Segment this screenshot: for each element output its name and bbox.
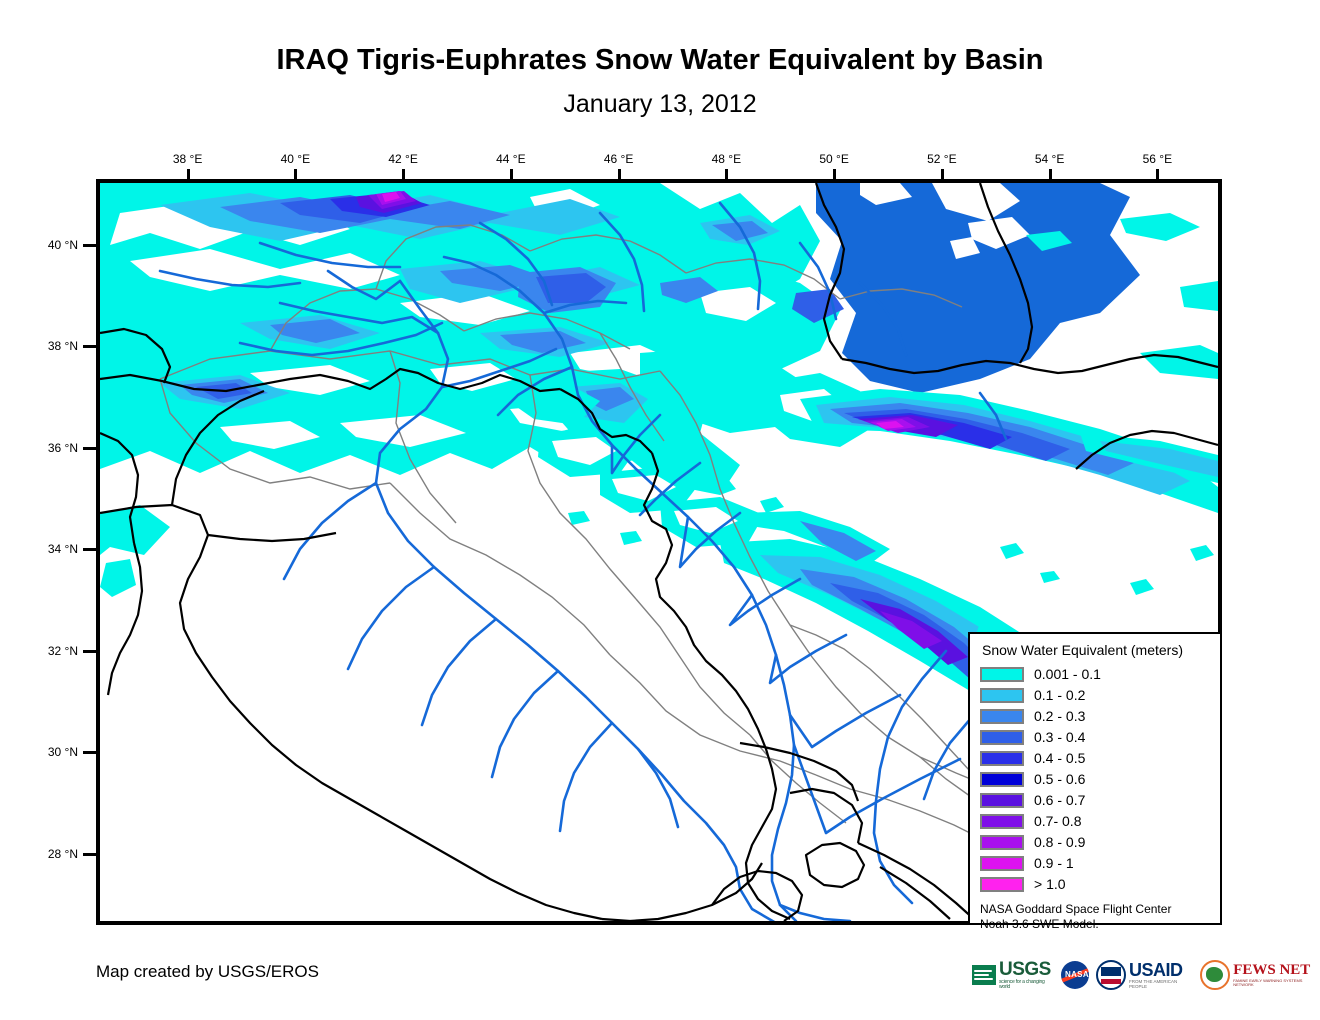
- longitude-tick: [725, 169, 729, 183]
- legend-label: 0.4 - 0.5: [1034, 750, 1086, 766]
- nasa-logo[interactable]: NASA: [1061, 958, 1090, 992]
- legend-label: 0.3 - 0.4: [1034, 729, 1086, 745]
- latitude-tick: [83, 548, 97, 552]
- legend-label: 0.7- 0.8: [1034, 813, 1082, 829]
- longitude-tick: [294, 169, 298, 183]
- longitude-tick: [617, 169, 621, 183]
- longitude-label: 46 °E: [603, 152, 634, 166]
- legend-row: 0.4 - 0.5: [980, 748, 1210, 768]
- usaid-logo[interactable]: USAID FROM THE AMERICAN PEOPLE: [1096, 958, 1193, 992]
- legend-swatch: [980, 855, 1024, 871]
- usaid-seal-icon: [1096, 960, 1127, 990]
- legend-panel[interactable]: Snow Water Equivalent (meters) 0.001 - 0…: [968, 632, 1222, 931]
- fews-tagline: FAMINE EARLY WARNING SYSTEMS NETWORK: [1233, 978, 1303, 987]
- legend-label: > 1.0: [1034, 876, 1066, 892]
- legend-label: 0.2 - 0.3: [1034, 708, 1086, 724]
- usgs-wordmark: USGS: [999, 959, 1051, 980]
- legend-label: 0.8 - 0.9: [1034, 834, 1086, 850]
- legend-rows: 0.001 - 0.1 0.1 - 0.2 0.2 - 0.3 0.3 - 0.4 0.…: [980, 664, 1210, 894]
- legend-row: 0.3 - 0.4: [980, 727, 1210, 747]
- latitude-label: 38 °N: [47, 339, 78, 354]
- fews-globe-icon: [1200, 960, 1231, 990]
- legend-swatch: [980, 687, 1024, 703]
- longitude-tick: [940, 169, 944, 183]
- legend-label: 0.6 - 0.7: [1034, 792, 1086, 808]
- longitude-tick: [186, 169, 190, 183]
- fews-net-logo[interactable]: FEWS NET FAMINE EARLY WARNING SYSTEMS NE…: [1200, 958, 1320, 992]
- legend-swatch: [980, 876, 1024, 892]
- legend-source-line1: NASA Goddard Space Flight Center: [980, 902, 1172, 916]
- legend-label: 0.5 - 0.6: [1034, 771, 1086, 787]
- nasa-meatball-icon: NASA: [1061, 961, 1090, 989]
- latitude-label: 40 °N: [47, 237, 78, 252]
- legend-swatch: [980, 813, 1024, 829]
- longitude-label: 50 °E: [819, 152, 849, 166]
- country-border-layer: [100, 183, 1218, 921]
- latitude-tick: [83, 852, 97, 856]
- legend-row: 0.2 - 0.3: [980, 706, 1210, 726]
- legend-label: 0.9 - 1: [1034, 855, 1074, 871]
- page-title: IRAQ Tigris-Euphrates Snow Water Equival…: [276, 44, 1044, 76]
- legend-title: Snow Water Equivalent (meters): [982, 642, 1183, 658]
- longitude-label: 52 °E: [927, 152, 957, 166]
- usaid-tagline: FROM THE AMERICAN PEOPLE: [1129, 979, 1178, 989]
- legend-row: > 1.0: [980, 874, 1210, 894]
- longitude-label: 56 °E: [1142, 152, 1173, 166]
- longitude-tick: [509, 169, 513, 183]
- usgs-mark-icon: [972, 965, 996, 985]
- legend-row: 0.7- 0.8: [980, 811, 1210, 831]
- usgs-tagline: science for a changing world: [999, 979, 1045, 990]
- latitude-label: 34 °N: [47, 542, 78, 557]
- legend-swatch: [980, 708, 1024, 724]
- page-subtitle: January 13, 2012: [563, 90, 757, 118]
- fews-wordmark: FEWS NET: [1233, 962, 1311, 978]
- latitude-label: 28 °N: [47, 846, 78, 861]
- latitude-tick: [83, 345, 97, 349]
- latitude-tick: [83, 243, 97, 247]
- longitude-label: 54 °E: [1034, 152, 1065, 166]
- usgs-logo[interactable]: USGS science for a changing world: [972, 958, 1054, 992]
- legend-row: 0.8 - 0.9: [980, 832, 1210, 852]
- legend-row: 0.1 - 0.2: [980, 685, 1210, 705]
- latitude-tick: [83, 649, 97, 653]
- longitude-label: 48 °E: [711, 152, 742, 166]
- longitude-label: 38 °E: [172, 152, 203, 166]
- legend-swatch: [980, 666, 1024, 682]
- logo-bar: USGS science for a changing world NASA U…: [972, 957, 1320, 993]
- latitude-label: 36 °N: [47, 440, 78, 455]
- longitude-label: 44 °E: [496, 152, 526, 166]
- map-credit: Map created by USGS/EROS: [96, 962, 319, 981]
- legend-label: 0.001 - 0.1: [1034, 666, 1101, 682]
- nasa-wordmark: NASA: [1065, 970, 1089, 979]
- legend-source-line2: Noah 3.6 SWE Model.: [980, 917, 1099, 931]
- usaid-wordmark: USAID: [1129, 960, 1183, 980]
- legend-swatch: [980, 750, 1024, 766]
- longitude-tick: [1048, 169, 1052, 183]
- legend-swatch: [980, 729, 1024, 745]
- legend-row: 0.5 - 0.6: [980, 769, 1210, 789]
- river-layer: [158, 201, 1008, 921]
- latitude-tick: [83, 446, 97, 450]
- legend-label: 0.1 - 0.2: [1034, 687, 1086, 703]
- longitude-label: 40 °E: [280, 152, 311, 166]
- legend-swatch: [980, 792, 1024, 808]
- legend-row: 0.9 - 1: [980, 853, 1210, 873]
- latitude-label: 30 °N: [47, 745, 78, 760]
- legend-swatch: [980, 834, 1024, 850]
- legend-swatch: [980, 771, 1024, 787]
- legend-row: 0.6 - 0.7: [980, 790, 1210, 810]
- legend-source: NASA Goddard Space Flight Center Noah 3.…: [980, 902, 1210, 932]
- latitude-tick: [83, 751, 97, 755]
- latitude-label: 32 °N: [47, 643, 78, 658]
- longitude-tick: [1156, 169, 1160, 183]
- longitude-label: 42 °E: [388, 152, 418, 166]
- longitude-tick: [402, 169, 406, 183]
- longitude-tick: [833, 169, 837, 183]
- legend-row: 0.001 - 0.1: [980, 664, 1210, 684]
